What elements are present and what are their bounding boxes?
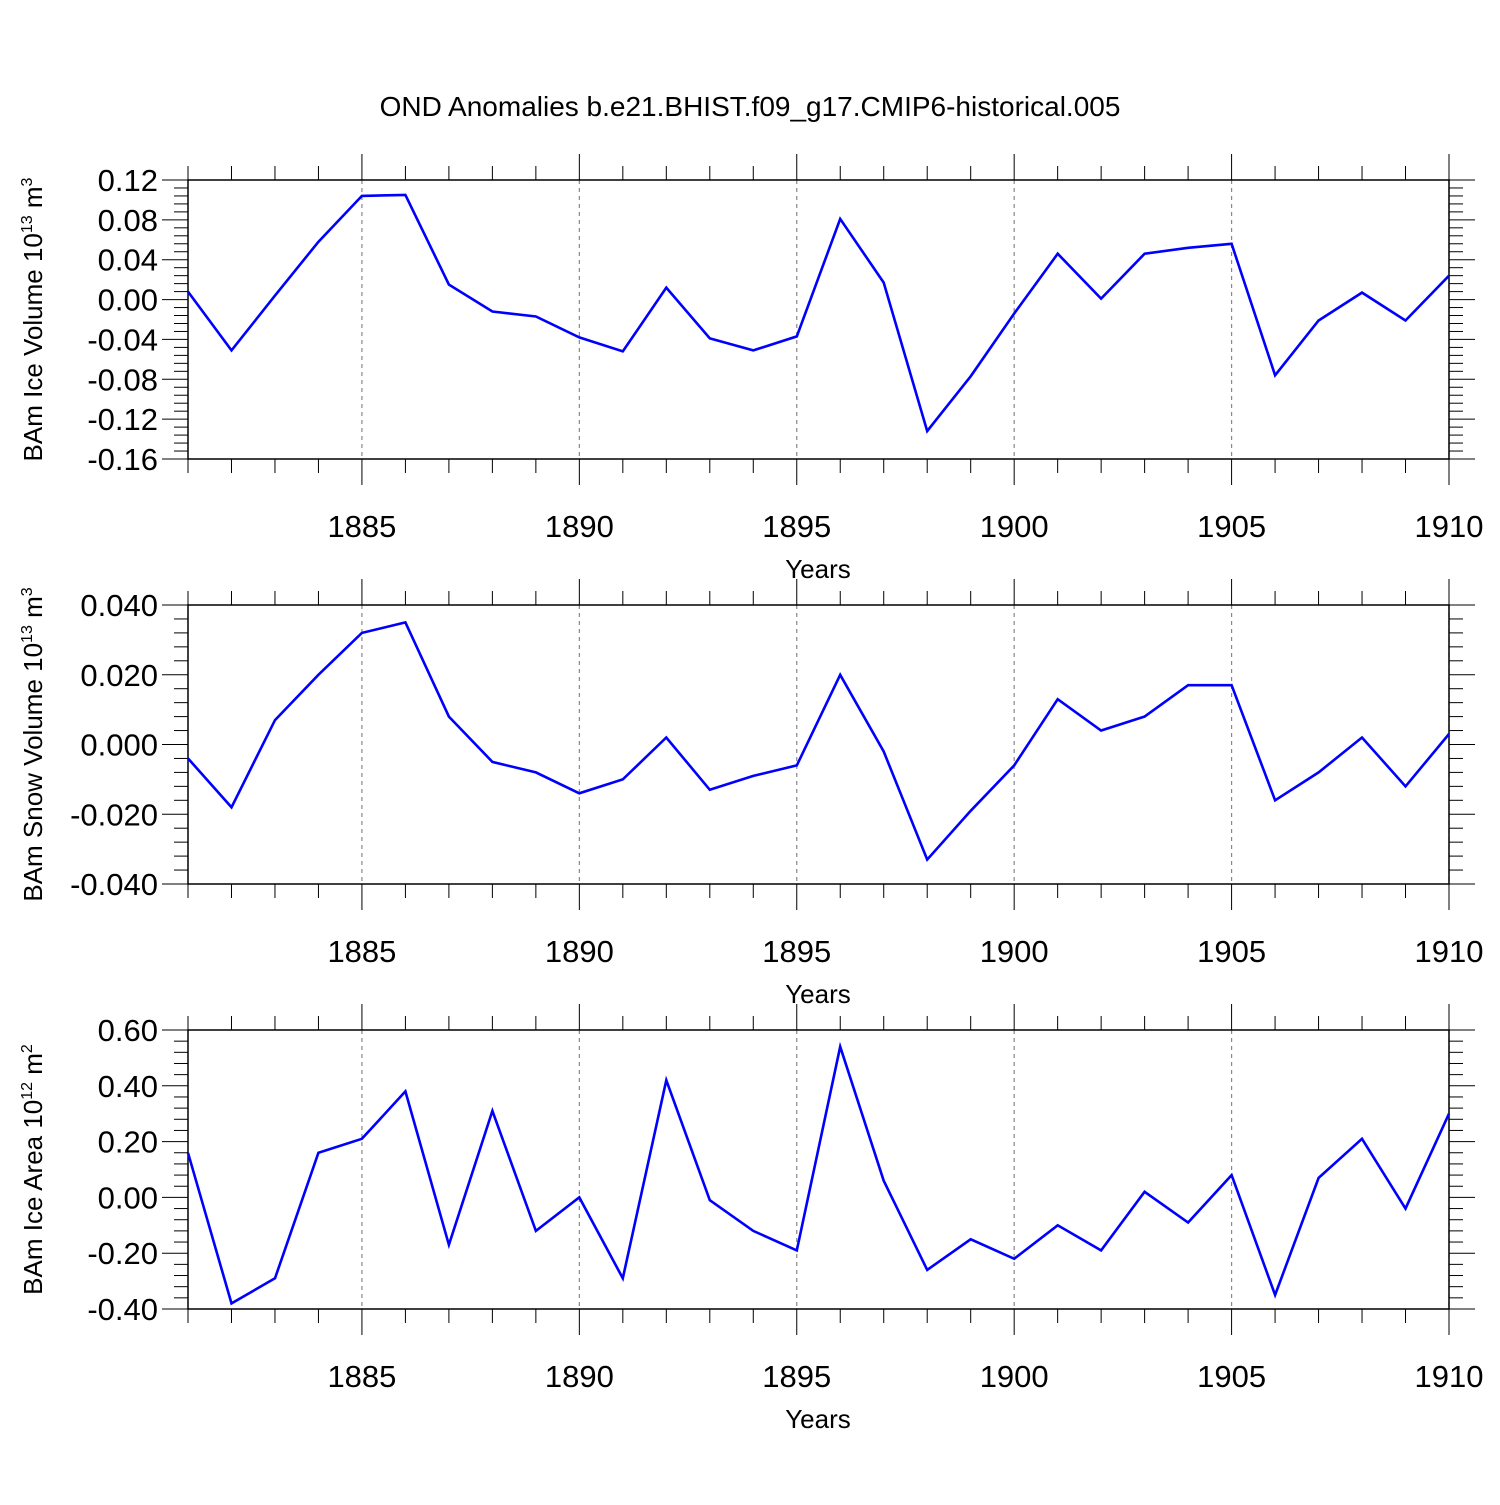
y-tick-label: 0.000 bbox=[80, 728, 158, 763]
y-label-exponent: 13 bbox=[19, 215, 36, 233]
y-tick-label: 0.60 bbox=[98, 1013, 158, 1048]
x-tick-label: 1910 bbox=[1415, 509, 1484, 544]
y-label-unit-exponent: 2 bbox=[19, 1044, 36, 1053]
y-label-text: BAm Ice Volume 10 bbox=[18, 233, 48, 461]
x-tick-label: 1905 bbox=[1197, 934, 1266, 969]
y-label-unit-exponent: 3 bbox=[19, 587, 36, 596]
plot-frame bbox=[187, 1029, 1450, 1310]
x-tick-label: 1885 bbox=[327, 509, 396, 544]
chart-title: OND Anomalies b.e21.BHIST.f09_g17.CMIP6-… bbox=[380, 91, 1121, 122]
x-tick-label: 1885 bbox=[327, 934, 396, 969]
y-label-text: BAm Snow Volume 10 bbox=[18, 643, 48, 902]
x-axis-label: Years bbox=[785, 1404, 851, 1434]
y-label-exponent: 12 bbox=[19, 1082, 36, 1100]
x-axis-label: Years bbox=[785, 554, 851, 584]
y-label-exponent: 13 bbox=[19, 625, 36, 643]
y-axis-label: BAm Ice Volume 1013 m3 bbox=[18, 177, 48, 461]
y-axis-label: BAm Ice Area 1012 m2 bbox=[18, 1044, 48, 1295]
y-label-text: BAm Ice Area 10 bbox=[18, 1100, 48, 1295]
x-tick-label: 1885 bbox=[327, 1359, 396, 1394]
plot-frame bbox=[187, 604, 1450, 885]
x-tick-label: 1895 bbox=[762, 509, 831, 544]
y-tick-label: -0.16 bbox=[87, 442, 158, 477]
y-tick-label: 0.20 bbox=[98, 1125, 158, 1160]
x-tick-label: 1905 bbox=[1197, 509, 1266, 544]
y-tick-label: 0.00 bbox=[98, 283, 158, 318]
y-tick-label: -0.40 bbox=[87, 1292, 158, 1327]
y-tick-label: 0.00 bbox=[98, 1180, 158, 1215]
y-tick-label: -0.08 bbox=[87, 362, 158, 397]
y-tick-label: 0.12 bbox=[98, 163, 158, 198]
x-tick-label: 1905 bbox=[1197, 1359, 1266, 1394]
x-tick-label: 1910 bbox=[1415, 1359, 1484, 1394]
y-tick-label: 0.40 bbox=[98, 1069, 158, 1104]
series-line bbox=[187, 620, 1451, 863]
x-tick-label: 1890 bbox=[545, 1359, 614, 1394]
y-tick-label: -0.020 bbox=[70, 797, 158, 832]
x-tick-label: 1890 bbox=[545, 509, 614, 544]
x-tick-label: 1900 bbox=[980, 934, 1049, 969]
series-line bbox=[186, 1041, 1451, 1306]
y-tick-label: -0.040 bbox=[70, 867, 158, 902]
y-tick-label: -0.12 bbox=[87, 402, 158, 437]
x-tick-label: 1900 bbox=[980, 1359, 1049, 1394]
y-tick-label: 0.020 bbox=[80, 658, 158, 693]
x-tick-label: 1900 bbox=[980, 509, 1049, 544]
x-tick-label: 1895 bbox=[762, 934, 831, 969]
y-tick-label: -0.04 bbox=[87, 322, 158, 357]
y-axis-label: BAm Snow Volume 1013 m3 bbox=[18, 587, 48, 901]
plot-panel-3: 0.60 0.40 0.20 0.00 -0.20 -0.40 1885 1890 1895 19… bbox=[18, 1004, 1483, 1434]
x-axis-label: Years bbox=[785, 979, 851, 1009]
y-label-unit: m bbox=[18, 186, 48, 215]
plot-panel-2: 0.040 0.020 0.000 -0.020 -0.040 1885 1890 1895 1… bbox=[18, 579, 1483, 1009]
series-line bbox=[186, 193, 1450, 434]
plot-frame bbox=[187, 179, 1450, 460]
plot-panel-1: 0.12 0.08 0.04 0.00 -0.04 -0.08 -0.12 -0.16 1885… bbox=[18, 154, 1483, 584]
x-tick-label: 1890 bbox=[545, 934, 614, 969]
y-label-unit: m bbox=[18, 1053, 48, 1082]
x-tick-label: 1910 bbox=[1415, 934, 1484, 969]
y-label-unit: m bbox=[18, 596, 48, 625]
y-label-unit-exponent: 3 bbox=[19, 177, 36, 186]
y-tick-label: 0.08 bbox=[98, 203, 158, 238]
x-tick-label: 1895 bbox=[762, 1359, 831, 1394]
y-tick-label: 0.04 bbox=[98, 243, 158, 278]
y-tick-label: 0.040 bbox=[80, 588, 158, 623]
y-tick-label: -0.20 bbox=[87, 1236, 158, 1271]
